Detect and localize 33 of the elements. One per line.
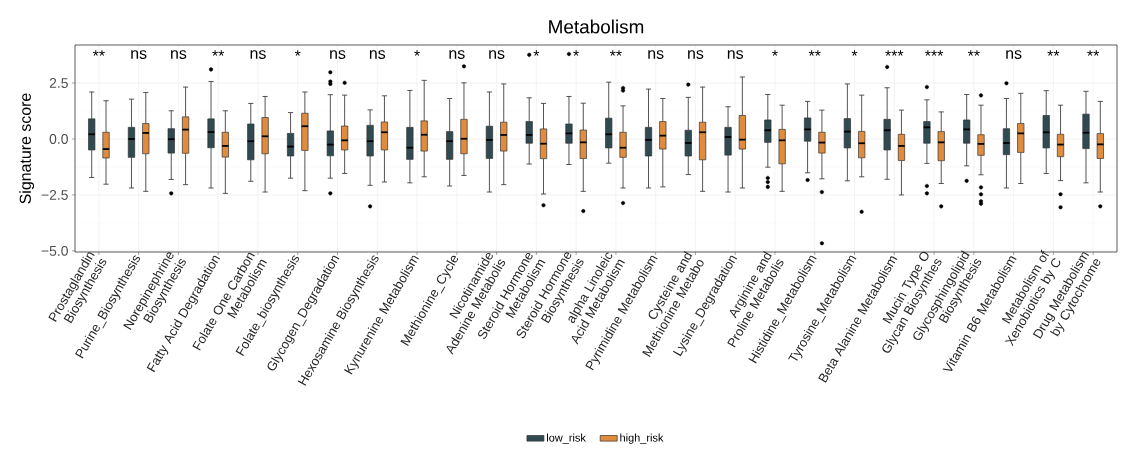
annotation: * [533, 50, 540, 56]
annotation: * [573, 50, 579, 56]
annotation: ns [648, 50, 664, 59]
annotation: ns [688, 50, 704, 59]
y-tick-label: −2.5 [41, 189, 68, 200]
annotation: ns [1006, 50, 1022, 59]
annotation: ** [609, 50, 622, 56]
annotation: * [414, 50, 420, 56]
y-tick-label: 0.0 [49, 134, 68, 144]
annotation: * [772, 50, 778, 56]
annotation: ** [1087, 50, 1100, 56]
annotation: *** [885, 50, 904, 56]
legend-label: low_risk [547, 433, 586, 444]
annotation: ** [967, 50, 980, 56]
annotation: ** [92, 50, 105, 56]
annotation: ** [808, 50, 821, 56]
legend-label: high_risk [620, 433, 664, 444]
annotation: ns [171, 50, 187, 59]
annotation: ns [131, 50, 147, 59]
annotation: ns [449, 50, 465, 59]
annotation: ns [727, 50, 744, 59]
annotation: ** [1047, 50, 1060, 56]
y-tick-label: 2.5 [49, 78, 68, 88]
y-axis-title: Signature score [19, 93, 35, 204]
annotation: ns [489, 50, 505, 59]
annotation: ** [212, 50, 225, 56]
chart-title: Metabolism [549, 19, 644, 34]
annotation: ns [330, 50, 346, 59]
annotation: ns [369, 50, 386, 59]
annotation: * [294, 50, 301, 56]
annotation: * [851, 50, 858, 56]
annotation: *** [925, 50, 944, 56]
annotation: ns [250, 50, 266, 59]
